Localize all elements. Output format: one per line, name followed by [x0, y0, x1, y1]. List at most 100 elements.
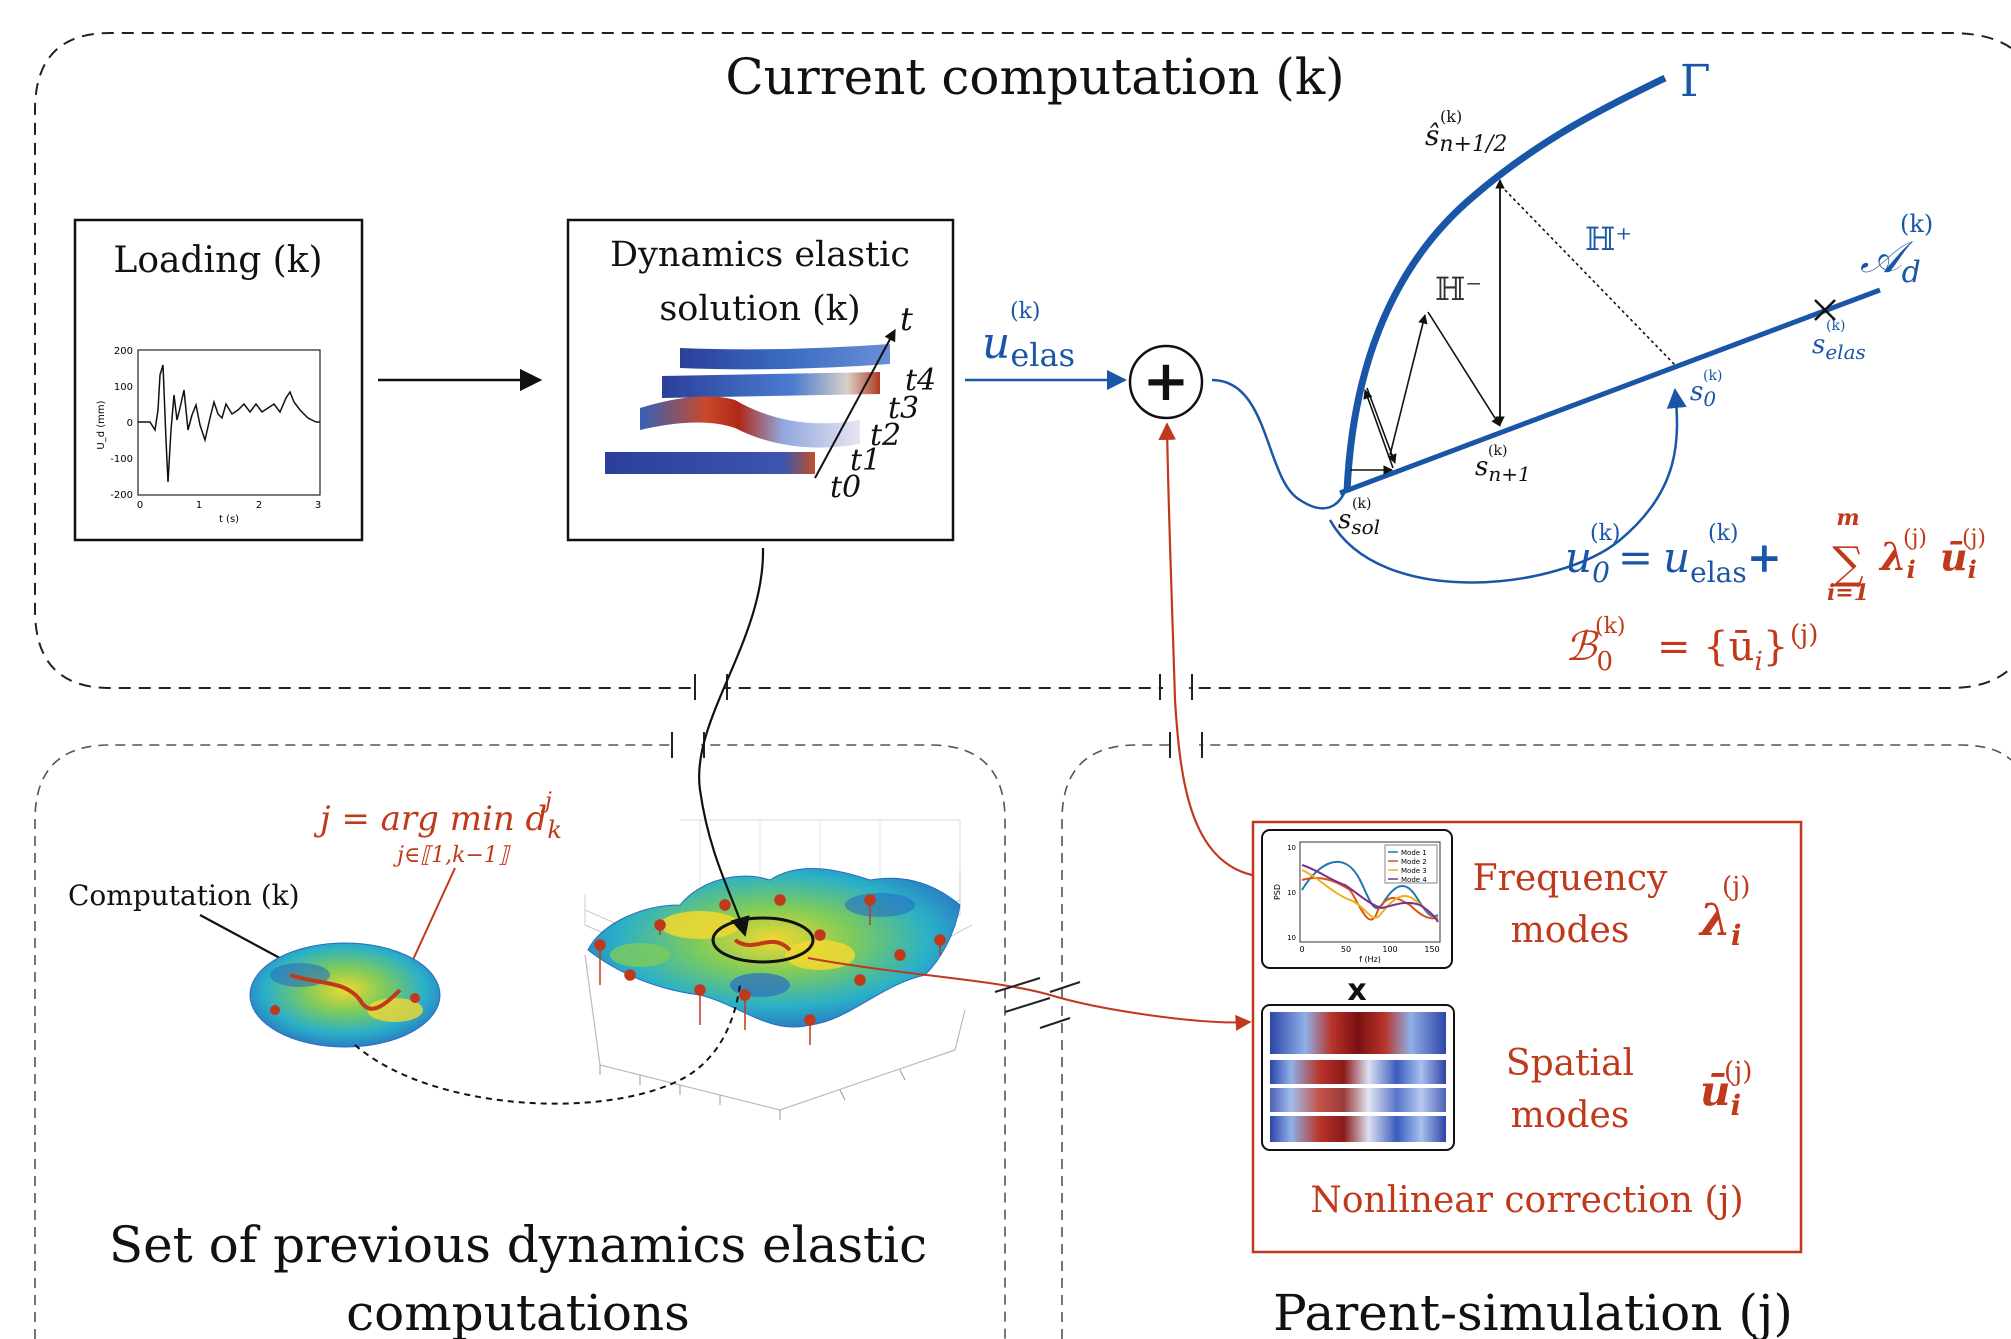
sum-symbol: ∑: [1832, 538, 1863, 589]
previous-computations-region: [34, 744, 1006, 1339]
ssol-to-s0-curve: [1328, 388, 1687, 584]
ubar-term: ūi: [1940, 534, 1977, 584]
time-t3: t3: [888, 391, 919, 426]
svg-text:10: 10: [1287, 844, 1296, 852]
sum-bottom: i=1: [1827, 580, 1869, 606]
dynamics-title-line1: Dynamics elastic: [610, 235, 910, 275]
spatial-modes-image: [1261, 1004, 1455, 1151]
dynamics-title-line2: solution (k): [659, 289, 860, 329]
loading-title: Loading (k): [113, 240, 322, 281]
beam-snapshots: [605, 328, 896, 479]
lambda-symbol-sup: (j): [1722, 872, 1750, 902]
gamma-curve: [1343, 74, 1667, 493]
u-elas-sup: (k): [1010, 299, 1041, 324]
break-gap: [698, 680, 724, 694]
s-elas-label: selas: [1812, 330, 1866, 364]
psd-plot: Mode 1 Mode 2 Mode 3 Mode 4 10 10 10 0 5…: [1261, 829, 1453, 969]
s-sol-label: ssol: [1338, 505, 1380, 539]
spatial-modes-line2: modes: [1511, 1095, 1630, 1136]
s-0-sup: (k): [1703, 368, 1722, 384]
parent-to-sum-arrow: [1158, 422, 1253, 877]
previous-title-line2: computations: [346, 1284, 690, 1339]
sum-top: m: [1836, 505, 1859, 531]
times-symbol: x: [1347, 973, 1366, 1008]
surface-to-parent-arrow: [807, 957, 1252, 1031]
u0-formula: u0 = uelas+: [1565, 533, 1782, 589]
sum-node-symbol: +: [1143, 348, 1190, 414]
red-arrow-break: [994, 977, 1081, 1029]
svg-text:3: 3: [315, 500, 321, 511]
svg-text:0: 0: [127, 418, 133, 429]
iteration-arrows: [1350, 179, 1676, 475]
svg-text:10: 10: [1287, 889, 1296, 897]
svg-text:Mode 2: Mode 2: [1401, 858, 1427, 866]
break-marks: [671, 674, 1203, 758]
break-gap: [1173, 738, 1199, 752]
time-t1: t1: [850, 443, 881, 478]
svg-text:100: 100: [1382, 945, 1397, 954]
surface-3d-plot: [584, 819, 973, 1120]
s-n1-sup: (k): [1488, 443, 1507, 459]
svg-text:200: 200: [114, 346, 133, 357]
s-0-label: s0: [1690, 377, 1716, 411]
break-gap: [1163, 680, 1189, 694]
ubar-symbol: ūi: [1700, 1066, 1741, 1122]
svg-text:0: 0: [1299, 945, 1304, 954]
argmin-sub: j∈⟦1,k−1⟧: [392, 843, 511, 868]
basis-sup-k: (k): [1595, 614, 1626, 639]
basis-sup-j: (j): [1790, 620, 1818, 650]
u-elas-label: uelas: [982, 318, 1075, 374]
frequency-modes-line1: Frequency: [1473, 858, 1668, 899]
loading-plot: 200 100 0 -100 -200 0 1 2 3 t (s) U_d (m…: [96, 346, 321, 525]
current-computation-region: [34, 32, 2011, 689]
ubar-sup: (j): [1962, 526, 1986, 551]
svg-text:150: 150: [1424, 945, 1439, 954]
time-t0: t0: [830, 470, 861, 505]
lambda-sup: (j): [1903, 526, 1927, 551]
ubar-symbol-sup: (j): [1724, 1057, 1752, 1087]
basis-formula: ℬ0 = {ūi}: [1565, 624, 1788, 677]
dynamics-to-surface-arrow: [697, 547, 765, 937]
computation-label: Computation (k): [68, 879, 300, 912]
s-n1-label: sn+1: [1475, 452, 1531, 486]
parent-title: Parent-simulation (j): [1273, 1284, 1793, 1339]
svg-text:50: 50: [1341, 945, 1351, 954]
svg-text:t (s): t (s): [219, 514, 239, 525]
spatial-modes-line1: Spatial: [1506, 1043, 1634, 1084]
svg-text:2: 2: [256, 500, 262, 511]
svg-text:f (Hz): f (Hz): [1359, 955, 1381, 964]
h-minus-label: ℍ⁻: [1435, 270, 1482, 308]
u0-sup-k: (k): [1590, 521, 1621, 546]
parent-simulation-region: [1061, 744, 2011, 1339]
s-sol-sup: (k): [1352, 496, 1371, 512]
svg-text:100: 100: [114, 382, 133, 393]
ad-label: 𝒜d: [1860, 232, 1921, 290]
s-elas-marker: [1814, 299, 1836, 321]
svg-text:-200: -200: [110, 490, 133, 501]
nonlinear-correction-label: Nonlinear correction (j): [1310, 1180, 1743, 1221]
current-title: Current computation (k): [725, 48, 1344, 106]
previous-title-line1: Set of previous dynamics elastic: [109, 1216, 927, 1274]
disc-to-surface-dashed: [354, 984, 741, 1105]
s-half-sup: (k): [1440, 107, 1462, 126]
small-disc-surface: [249, 942, 441, 1048]
lambda-term: λi: [1878, 534, 1916, 584]
gamma-label: Γ: [1680, 56, 1711, 107]
sum-node: [1128, 344, 1204, 420]
svg-text:Mode 1: Mode 1: [1401, 849, 1427, 857]
svg-text:U_d (mm): U_d (mm): [96, 400, 107, 449]
uelas-sup-k: (k): [1708, 521, 1739, 546]
h-plus-label: ℍ⁺: [1585, 220, 1632, 258]
ad-sup: (k): [1900, 210, 1933, 238]
svg-text:1: 1: [196, 500, 202, 511]
time-t2: t2: [870, 418, 901, 453]
svg-text:Mode 3: Mode 3: [1401, 867, 1427, 875]
svg-text:10: 10: [1287, 934, 1296, 942]
time-axis-t: t: [900, 300, 913, 338]
break-gap: [675, 738, 701, 752]
s-elas-sup: (k): [1826, 318, 1845, 334]
lambda-symbol: λi: [1698, 895, 1742, 952]
s-half-label: ŝn+1/2: [1425, 119, 1507, 157]
frequency-modes-line2: modes: [1511, 910, 1630, 951]
